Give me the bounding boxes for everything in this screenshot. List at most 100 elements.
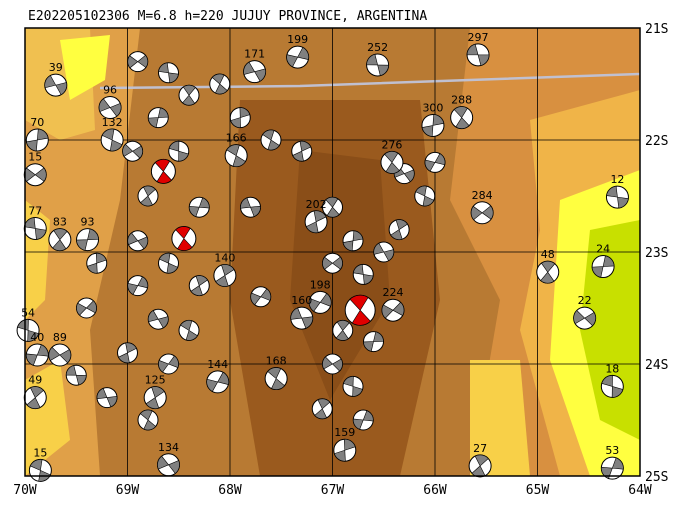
focal-mechanism <box>332 319 354 341</box>
compression-quadrant <box>17 319 39 342</box>
compression-quadrant <box>573 310 596 327</box>
compression-quadrant <box>158 355 179 373</box>
compression-quadrant <box>305 210 327 234</box>
y-tick-label: 23S <box>645 246 668 261</box>
depth-label: 300 <box>422 101 443 114</box>
map-title: E202205102306 M=6.8 h=220 JUJUY PROVINCE… <box>28 9 427 24</box>
focal-mechanism <box>591 255 615 279</box>
compression-quadrant <box>147 310 169 329</box>
focal-mechanism <box>147 308 169 330</box>
depth-label: 284 <box>472 189 493 202</box>
compression-quadrant <box>601 457 624 479</box>
compression-quadrant <box>267 367 285 390</box>
focal-mechanism <box>291 140 313 162</box>
focal-mechanism <box>147 107 169 129</box>
compression-quadrant <box>335 320 350 341</box>
focal-mechanism <box>450 106 474 130</box>
focal-mechanism <box>229 107 251 129</box>
compression-quadrant <box>366 53 389 76</box>
focal-mechanism <box>178 84 200 106</box>
focal-mechanism <box>333 438 357 462</box>
x-tick-label: 66W <box>423 483 447 498</box>
focal-mechanism <box>240 196 261 218</box>
compression-quadrant <box>76 300 97 316</box>
depth-label: 159 <box>334 426 355 439</box>
compression-quadrant <box>230 107 251 128</box>
focal-mechanism <box>344 294 376 326</box>
compression-quadrant <box>86 252 107 274</box>
focal-mechanism <box>264 367 288 391</box>
focal-mechanism <box>250 286 272 308</box>
x-tick-label: 65W <box>526 483 550 498</box>
focal-mechanism <box>573 306 597 330</box>
compression-quadrant <box>325 196 340 218</box>
y-tick-label: 21S <box>645 22 668 37</box>
depth-label: 77 <box>28 204 42 217</box>
depth-label: 53 <box>605 444 619 457</box>
compression-quadrant <box>453 106 470 129</box>
x-tick-label: 67W <box>321 483 345 498</box>
depth-label: 70 <box>30 116 44 129</box>
compression-quadrant <box>466 43 490 66</box>
compression-quadrant <box>48 346 72 364</box>
depth-label: 89 <box>53 331 67 344</box>
focal-mechanism <box>388 219 410 241</box>
compression-quadrant <box>591 255 615 278</box>
depth-label: 48 <box>541 248 555 261</box>
compression-quadrant <box>250 288 271 306</box>
compression-quadrant <box>168 140 189 162</box>
focal-mechanism <box>373 241 395 263</box>
depth-label: 22 <box>578 294 592 307</box>
focal-mechanism <box>322 252 343 274</box>
depth-label: 168 <box>266 355 287 368</box>
compression-quadrant <box>240 197 261 217</box>
focal-mechanism <box>137 185 159 207</box>
compression-quadrant <box>76 228 99 251</box>
focal-mechanism <box>171 226 197 252</box>
compression-quadrant <box>44 75 68 96</box>
focal-mechanism <box>380 150 404 174</box>
focal-mechanism <box>421 113 445 137</box>
depth-label: 224 <box>382 286 403 299</box>
depth-label: 134 <box>158 441 179 454</box>
depth-label: 27 <box>473 442 487 455</box>
focal-mechanism <box>86 252 108 274</box>
focal-mechanism <box>470 201 494 225</box>
compression-quadrant <box>118 342 137 364</box>
focal-mechanism <box>157 453 180 477</box>
depth-label: 144 <box>207 358 228 371</box>
compression-quadrant <box>343 376 363 397</box>
focal-mechanism <box>143 386 167 410</box>
compression-quadrant <box>154 159 172 184</box>
focal-mechanism <box>260 129 282 151</box>
compression-quadrant <box>342 230 364 252</box>
compression-quadrant <box>101 128 123 152</box>
focal-mechanism <box>352 409 374 431</box>
focal-mechanism <box>414 185 436 207</box>
compression-quadrant <box>188 197 210 217</box>
compression-quadrant <box>226 144 246 167</box>
compression-quadrant <box>349 294 371 326</box>
depth-label: 252 <box>367 41 388 54</box>
compression-quadrant <box>139 409 157 431</box>
focal-mechanism <box>243 60 267 84</box>
focal-mechanism <box>366 53 390 77</box>
x-tick-label: 68W <box>218 483 242 498</box>
compression-quadrant <box>373 242 395 262</box>
compression-quadrant <box>140 185 156 207</box>
focal-mechanism <box>28 458 52 482</box>
focal-mechanism <box>96 387 118 409</box>
x-tick-label: 64W <box>628 483 652 498</box>
compression-quadrant <box>127 276 149 295</box>
compression-quadrant <box>421 114 445 137</box>
focal-mechanism <box>23 163 47 187</box>
compression-quadrant <box>180 320 198 341</box>
focal-mechanism <box>424 151 446 173</box>
focal-mechanism <box>605 185 629 209</box>
depth-label: 93 <box>81 216 95 229</box>
focal-mechanism <box>342 230 364 252</box>
focal-mechanism <box>65 364 87 386</box>
compression-quadrant <box>290 307 313 329</box>
compression-quadrant <box>98 98 122 117</box>
